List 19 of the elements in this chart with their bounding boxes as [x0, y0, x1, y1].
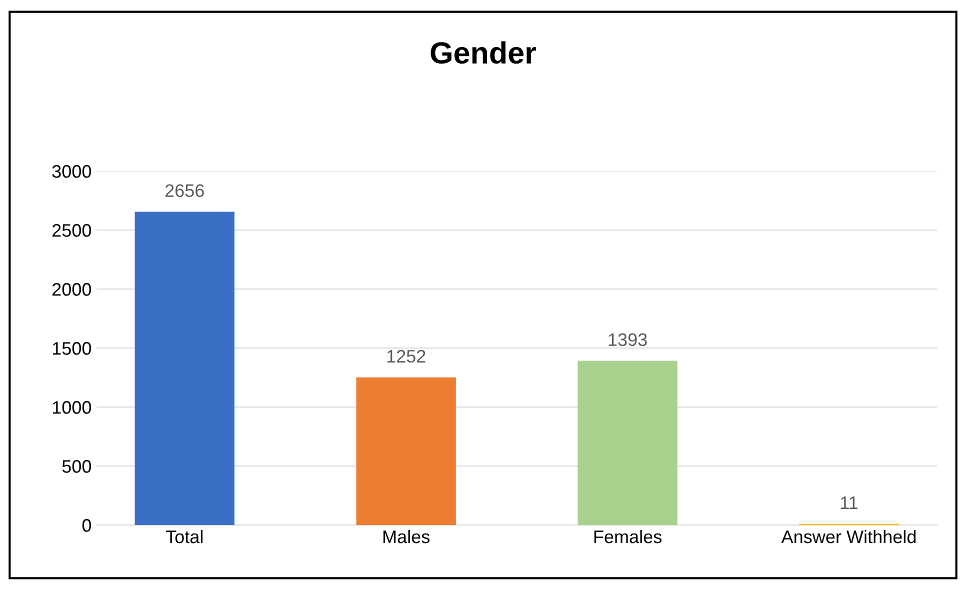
data-label: 11 — [840, 496, 858, 509]
data-label: 1393 — [608, 333, 647, 346]
chart-title: Gender — [430, 41, 536, 64]
bar — [356, 377, 456, 526]
y-tick-label: 2000 — [52, 283, 92, 296]
y-tick-label: 2500 — [52, 224, 92, 237]
bar — [134, 212, 234, 526]
y-tick-label: 500 — [62, 460, 92, 473]
x-tick-label: Answer Withheld — [781, 530, 916, 544]
data-label: 1252 — [387, 350, 426, 363]
x-tick-label: Males — [383, 530, 430, 544]
y-tick-label: 3000 — [52, 165, 92, 178]
y-tick-label: 1500 — [52, 342, 92, 355]
y-tick-label: 0 — [82, 519, 92, 532]
bar — [578, 360, 678, 526]
data-label: 2656 — [165, 184, 204, 198]
x-tick-label: Total — [166, 530, 202, 544]
x-tick-label: Females — [594, 530, 662, 544]
y-tick-label: 1000 — [52, 401, 92, 414]
